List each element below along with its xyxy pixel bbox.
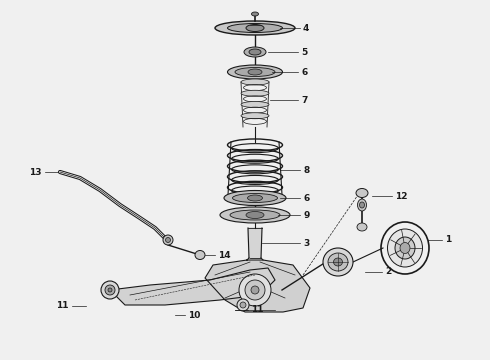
Ellipse shape <box>230 210 280 220</box>
Ellipse shape <box>240 302 246 308</box>
Ellipse shape <box>246 24 264 32</box>
Ellipse shape <box>227 23 283 32</box>
Ellipse shape <box>215 21 295 35</box>
Ellipse shape <box>241 79 269 85</box>
Text: 6: 6 <box>303 194 309 202</box>
Ellipse shape <box>247 195 263 201</box>
Text: 10: 10 <box>188 310 200 320</box>
Ellipse shape <box>195 251 205 260</box>
Ellipse shape <box>251 286 259 294</box>
Ellipse shape <box>357 223 367 231</box>
Ellipse shape <box>388 229 422 267</box>
Ellipse shape <box>395 237 415 259</box>
Ellipse shape <box>334 258 343 266</box>
Ellipse shape <box>245 280 265 300</box>
Text: 7: 7 <box>301 95 307 104</box>
Ellipse shape <box>251 12 259 16</box>
Ellipse shape <box>328 253 348 271</box>
Ellipse shape <box>241 113 269 119</box>
Text: 6: 6 <box>301 68 307 77</box>
Ellipse shape <box>241 90 269 96</box>
Polygon shape <box>248 228 262 258</box>
Ellipse shape <box>356 189 368 198</box>
Ellipse shape <box>239 274 271 306</box>
Ellipse shape <box>246 212 264 219</box>
Ellipse shape <box>244 47 266 57</box>
Text: 8: 8 <box>303 166 309 175</box>
Ellipse shape <box>101 281 119 299</box>
Ellipse shape <box>360 202 365 208</box>
Ellipse shape <box>163 235 173 245</box>
Ellipse shape <box>166 238 171 243</box>
Ellipse shape <box>220 207 290 223</box>
Ellipse shape <box>323 248 353 276</box>
Text: 11: 11 <box>56 302 69 310</box>
Text: 2: 2 <box>385 267 391 276</box>
Ellipse shape <box>232 194 277 202</box>
Ellipse shape <box>358 199 367 211</box>
Text: 3: 3 <box>303 239 309 248</box>
Text: 9: 9 <box>303 211 309 220</box>
Text: 5: 5 <box>301 48 307 57</box>
Text: 14: 14 <box>218 251 231 260</box>
Text: 12: 12 <box>395 192 408 201</box>
Polygon shape <box>110 268 275 305</box>
Ellipse shape <box>227 65 283 79</box>
Ellipse shape <box>235 68 275 77</box>
Ellipse shape <box>237 299 249 311</box>
Ellipse shape <box>400 243 410 253</box>
Ellipse shape <box>105 285 115 295</box>
Text: 13: 13 <box>29 167 42 176</box>
Text: 11: 11 <box>251 306 264 315</box>
Ellipse shape <box>224 190 286 206</box>
Text: 4: 4 <box>303 23 309 32</box>
Ellipse shape <box>108 288 112 292</box>
Ellipse shape <box>248 69 262 75</box>
Text: 1: 1 <box>445 235 451 244</box>
Polygon shape <box>205 260 310 312</box>
Ellipse shape <box>249 49 261 55</box>
Ellipse shape <box>241 102 269 108</box>
